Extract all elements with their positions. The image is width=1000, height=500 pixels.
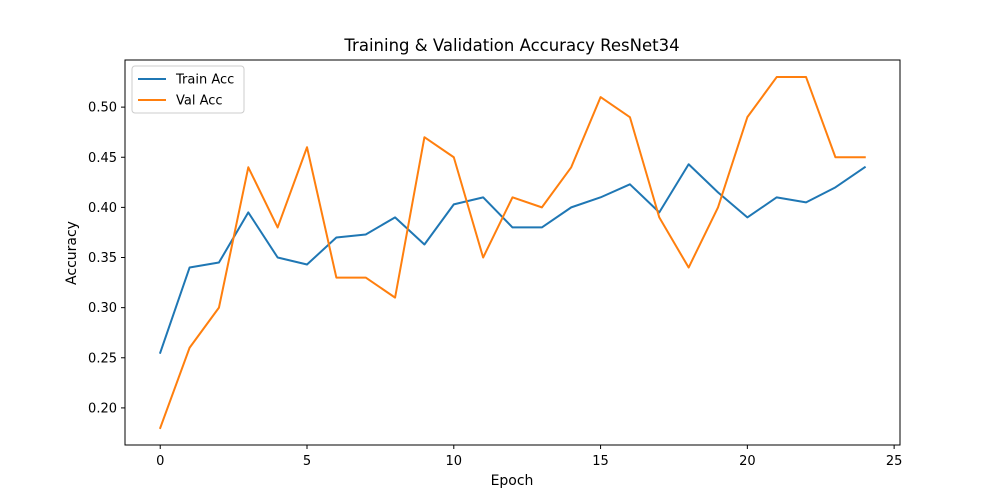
series-line-train-acc [158,163,867,355]
legend-box [131,65,245,114]
plot-frame [124,59,901,446]
x-tick-label: 0 [156,454,164,469]
legend-label: Val Acc [176,94,223,109]
plot-area: 0 5 10 15 20 25 0.20 0.25 0.30 0.35 0.40 0.45 0.50 Tr… [88,59,903,469]
chart-title: Training & Validation Accuracy ResNet34 [343,36,679,55]
y-tick-label: 0.50 [88,101,117,116]
y-tick-label: 0.30 [88,301,117,316]
y-tick-label: 0.35 [88,251,117,266]
y-tick-label: 0.25 [88,351,117,366]
x-tick-label: 5 [303,454,311,469]
y-axis-label: Accuracy [64,221,80,285]
y-tick-label: 0.20 [88,401,117,416]
y-tick-label: 0.45 [88,151,117,166]
x-tick-label: 10 [446,454,463,469]
series-line-val-acc [158,76,866,430]
y-tick-label: 0.40 [88,201,117,216]
legend-label: Train Acc [175,73,234,88]
x-tick-label: 15 [592,454,609,469]
x-tick-label: 20 [739,454,756,469]
x-tick-label: 25 [886,454,903,469]
x-axis-label: Epoch [491,473,534,489]
